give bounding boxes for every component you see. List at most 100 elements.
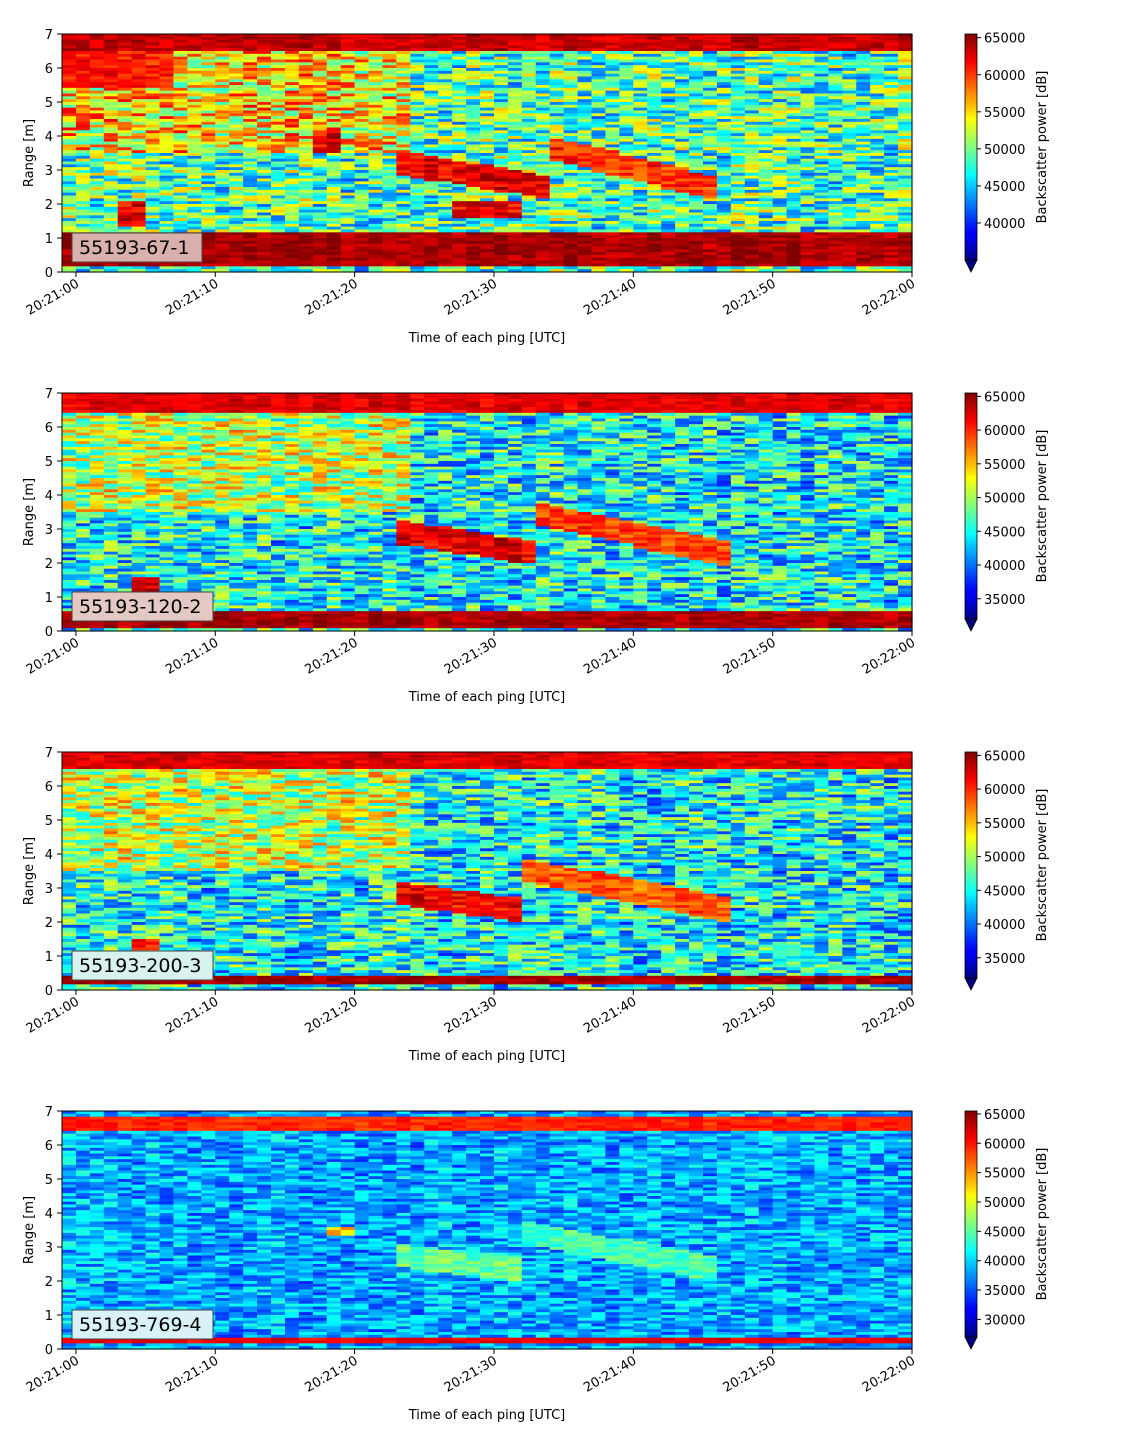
heatmap-cell [271, 178, 286, 182]
heatmap-cell [814, 65, 829, 69]
heatmap-cell [215, 90, 230, 95]
heatmap-cell [201, 255, 216, 259]
heatmap-cell [619, 36, 634, 41]
heatmap-cell [75, 130, 91, 134]
heatmap-cell [312, 187, 328, 191]
heatmap-cell [117, 158, 133, 163]
heatmap-cell [786, 260, 802, 265]
heatmap-cell [772, 246, 788, 250]
heatmap-cell [62, 201, 77, 205]
heatmap-cell [117, 153, 133, 157]
heatmap-cell [62, 45, 77, 49]
heatmap-cell [424, 260, 439, 265]
heatmap-cell [633, 229, 648, 233]
heatmap-cell [633, 130, 648, 134]
heatmap-cell [173, 90, 189, 95]
heatmap-cell [298, 226, 314, 231]
heatmap-cell [103, 121, 119, 126]
heatmap-cell [786, 249, 802, 253]
heatmap-cell [229, 93, 244, 97]
heatmap-cell [730, 130, 746, 134]
heatmap-cell [633, 121, 648, 126]
heatmap-cell [521, 76, 537, 80]
heatmap-cell [201, 70, 216, 75]
heatmap-cell [661, 48, 676, 52]
heatmap-cell [271, 189, 286, 194]
heatmap-cell [271, 99, 286, 103]
heatmap-cell [730, 246, 746, 250]
heatmap-cell [382, 110, 398, 114]
heatmap-cell [89, 226, 105, 231]
heatmap-cell [326, 161, 342, 165]
heatmap-cell [605, 257, 620, 262]
heatmap-cell [201, 260, 216, 265]
heatmap-cell [689, 201, 704, 205]
heatmap-cell [145, 161, 161, 165]
heatmap-cell [466, 229, 481, 233]
heatmap-cell [619, 116, 634, 120]
heatmap-cell [702, 161, 718, 165]
heatmap-cell [744, 221, 760, 225]
heatmap-cell [438, 119, 453, 123]
heatmap-cell [284, 107, 300, 112]
heatmap-cell [535, 249, 551, 253]
heatmap-cell [493, 158, 509, 163]
heatmap-cell [326, 116, 342, 120]
heatmap-cell [758, 53, 774, 58]
heatmap-cell [758, 119, 774, 123]
heatmap-cell [438, 124, 453, 129]
heatmap-cell [619, 204, 634, 208]
heatmap-cell [493, 226, 509, 231]
heatmap-cell [786, 189, 802, 194]
heatmap-cell [466, 150, 481, 154]
heatmap-cell [563, 76, 579, 80]
heatmap-cell [215, 178, 230, 182]
heatmap-cell [493, 130, 509, 134]
heatmap-cell [312, 102, 328, 106]
heatmap-cell [758, 238, 774, 242]
heatmap-cell [354, 90, 370, 95]
heatmap-cell [354, 184, 370, 188]
heatmap-cell [145, 110, 161, 114]
heatmap-cell [382, 136, 398, 140]
heatmap-cell [772, 167, 788, 171]
heatmap-cell [298, 167, 314, 171]
heatmap-cell [675, 266, 690, 270]
heatmap-cell [243, 260, 258, 265]
heatmap-cell [758, 150, 774, 154]
heatmap-cell [744, 56, 760, 61]
heatmap-cell [75, 147, 91, 151]
heatmap-cell [591, 218, 607, 222]
heatmap-cell [577, 90, 593, 95]
heatmap-cell [173, 124, 189, 129]
heatmap-cell [647, 113, 662, 117]
heatmap-cell [62, 82, 77, 86]
heatmap-cell [438, 136, 453, 140]
heatmap-cell [424, 147, 439, 151]
heatmap-cell [591, 260, 607, 265]
heatmap-cell [675, 119, 690, 123]
heatmap-cell [772, 189, 788, 194]
heatmap-cell [103, 96, 119, 100]
heatmap-cell [271, 76, 286, 80]
heatmap-cell [326, 175, 342, 180]
heatmap-cell [201, 130, 216, 134]
heatmap-cell [145, 263, 161, 267]
heatmap-cell [675, 238, 690, 242]
heatmap-cell [758, 187, 774, 191]
heatmap-cell [772, 138, 788, 143]
heatmap-cell [786, 68, 802, 72]
heatmap-cell [159, 192, 175, 197]
heatmap-cell [284, 130, 300, 134]
heatmap-cell [410, 116, 425, 120]
heatmap-cell [257, 201, 272, 205]
heatmap-cell [744, 124, 760, 129]
heatmap-cell [800, 218, 816, 222]
heatmap-cell [633, 192, 648, 197]
heatmap-cell [535, 133, 551, 137]
heatmap-cell [549, 255, 565, 259]
heatmap-cell [786, 192, 802, 197]
heatmap-cell [382, 221, 398, 225]
heatmap-cell [424, 121, 439, 126]
heatmap-cell [689, 175, 704, 180]
